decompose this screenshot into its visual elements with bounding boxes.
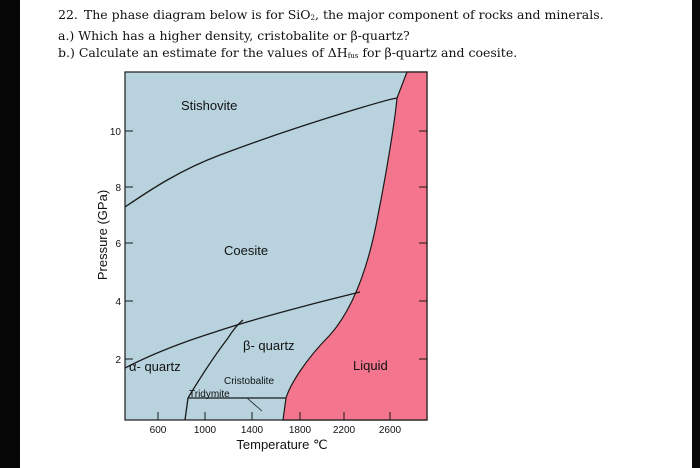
- x-tick-label: 1800: [289, 425, 312, 436]
- y-tick-label: 10: [110, 127, 122, 138]
- x-tick-label: 600: [150, 425, 167, 436]
- coesite-quartz-boundary: [124, 291, 361, 369]
- right-black-border: [692, 0, 700, 468]
- phase-label-coesite: Coesite: [224, 243, 268, 258]
- phase-label-liquid: Liquid: [353, 358, 388, 373]
- tridymite-pointer-line: [246, 397, 263, 412]
- y-tick-label: 4: [115, 297, 121, 308]
- phase-label-stishovite: Stishovite: [181, 98, 237, 113]
- liquid-region: [282, 71, 428, 421]
- x-tick-label: 1400: [241, 425, 264, 436]
- x-tick-label: 2600: [379, 425, 402, 436]
- phase-label-tridymite: Tridymite: [189, 389, 230, 400]
- y-tick-label: 6: [115, 239, 121, 250]
- alpha-beta-quartz-boundary: [187, 319, 244, 399]
- y-axis-label: Pressure (GPa): [95, 190, 110, 280]
- x-axis-ticks: [157, 412, 391, 420]
- question-part-a: a.) Which has a higher density, cristoba…: [58, 28, 410, 43]
- x-tick-label: 1000: [194, 425, 217, 436]
- phase-label-cristobalite: Cristobalite: [224, 376, 274, 387]
- phase-label-alpha-quartz: α- quartz: [129, 359, 181, 374]
- left-black-border: [0, 0, 20, 468]
- phase-label-beta-quartz: β- quartz: [243, 338, 295, 353]
- y-axis-ticks: [125, 130, 427, 360]
- stishovite-coesite-boundary: [124, 97, 398, 208]
- y-tick-label: 2: [115, 355, 121, 366]
- question-part-b: b.) Calculate an estimate for the values…: [58, 45, 518, 60]
- question-text: 22. The phase diagram below is for SiO2, …: [58, 6, 678, 65]
- alpha-quartz-tridymite-boundary: [184, 397, 189, 421]
- question-number: 22.: [58, 7, 78, 22]
- x-axis-label: Temperature ℃: [236, 437, 327, 452]
- x-tick-label: 2200: [333, 425, 356, 436]
- question-intro: 22. The phase diagram below is for SiO2, …: [58, 7, 604, 22]
- y-tick-label: 8: [115, 183, 121, 194]
